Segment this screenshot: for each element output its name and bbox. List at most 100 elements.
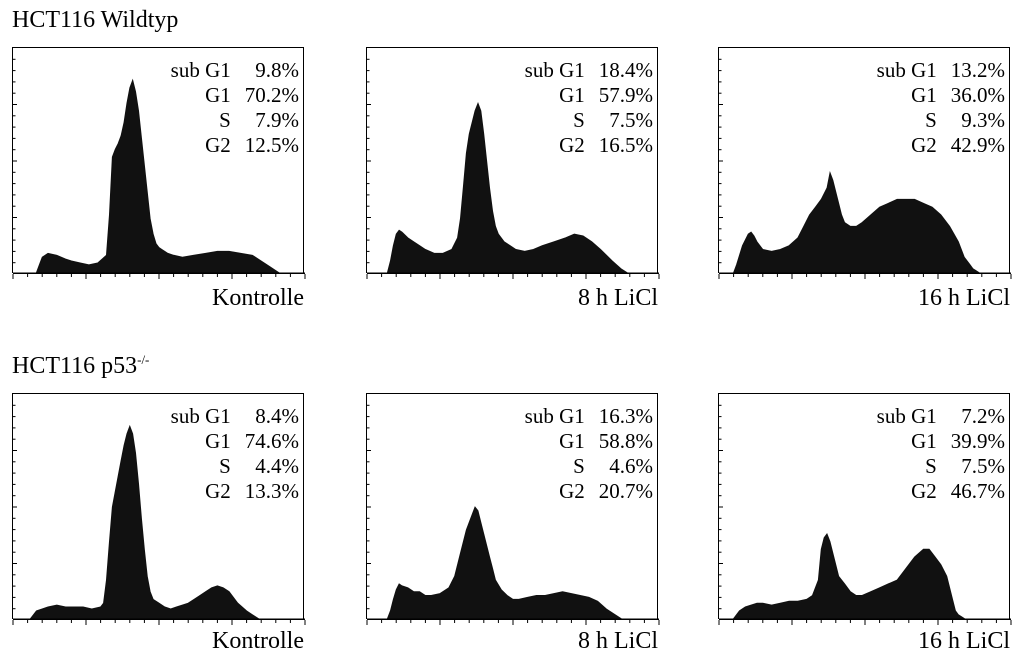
- panel-caption: Kontrolle: [212, 285, 304, 311]
- cell-cycle-stats: sub G1 9.8% G1 70.2% S 7.9% G2 12.5%: [171, 58, 299, 158]
- phase-percent: 70.2%: [244, 83, 299, 107]
- phase-label: sub G1: [524, 58, 585, 82]
- stat-row: G2 42.9%: [877, 133, 1005, 158]
- stat-row: G2 16.5%: [525, 133, 653, 158]
- stat-row: S 4.6%: [525, 454, 653, 479]
- histogram-plot: [12, 404, 306, 625]
- row-title-p53: HCT116 p53-/-: [12, 346, 149, 380]
- cell-cycle-stats: sub G1 16.3% G1 58.8% S 4.6% G2 20.7%: [525, 404, 653, 504]
- row-title-text: HCT116 Wildtyp: [12, 7, 179, 33]
- phase-percent: 16.3%: [598, 404, 653, 428]
- stat-row: sub G1 8.4%: [171, 404, 299, 429]
- row-title-wildtyp: HCT116 Wildtyp: [12, 6, 178, 34]
- stat-row: G1 70.2%: [171, 83, 299, 108]
- phase-percent: 13.2%: [950, 58, 1005, 82]
- phase-label: G2: [911, 479, 937, 503]
- phase-percent: 9.8%: [255, 58, 299, 82]
- histogram-area: [29, 424, 260, 619]
- phase-percent: 7.9%: [255, 108, 299, 132]
- phase-label: G1: [559, 429, 585, 453]
- cell-cycle-stats: sub G1 13.2% G1 36.0% S 9.3% G2 42.9%: [877, 58, 1005, 158]
- panel-caption: 8 h LiCl: [577, 628, 658, 654]
- stat-row: G1 74.6%: [171, 429, 299, 454]
- phase-percent: 8.4%: [255, 404, 299, 428]
- phase-label: G2: [205, 479, 231, 503]
- histogram-panel: sub G1 7.2% G1 39.9% S 7.5% G2 46.7%: [718, 393, 1012, 625]
- phase-percent: 9.3%: [961, 108, 1005, 132]
- phase-percent: 7.5%: [961, 454, 1005, 478]
- stat-row: G2 46.7%: [877, 479, 1005, 504]
- phase-percent: 20.7%: [598, 479, 653, 503]
- phase-percent: 42.9%: [950, 133, 1005, 157]
- phase-percent: 4.4%: [255, 454, 299, 478]
- phase-label: S: [219, 454, 231, 478]
- cell-cycle-stats: sub G1 18.4% G1 57.9% S 7.5% G2 16.5%: [525, 58, 653, 158]
- phase-label: G2: [911, 133, 937, 157]
- stat-row: sub G1 18.4%: [525, 58, 653, 83]
- stat-row: sub G1 13.2%: [877, 58, 1005, 83]
- histogram-panel: sub G1 16.3% G1 58.8% S 4.6% G2 20.7%: [366, 393, 660, 625]
- histogram-area: [386, 506, 623, 619]
- phase-percent: 74.6%: [244, 429, 299, 453]
- stat-row: S 9.3%: [877, 108, 1005, 133]
- phase-label: sub G1: [170, 58, 231, 82]
- phase-percent: 12.5%: [244, 133, 299, 157]
- histogram-panel: sub G1 18.4% G1 57.9% S 7.5% G2 16.5%: [366, 47, 660, 279]
- phase-label: G2: [559, 133, 585, 157]
- phase-label: G2: [559, 479, 585, 503]
- row-title-superscript: -/-: [137, 352, 150, 367]
- stat-row: G2 20.7%: [525, 479, 653, 504]
- stat-row: sub G1 9.8%: [171, 58, 299, 83]
- panel-caption: 16 h LiCl: [917, 628, 1010, 654]
- stat-row: G1 57.9%: [525, 83, 653, 108]
- phase-percent: 7.2%: [961, 404, 1005, 428]
- phase-percent: 18.4%: [598, 58, 653, 82]
- phase-label: G1: [559, 83, 585, 107]
- histogram-plot: [718, 404, 1012, 625]
- phase-percent: 13.3%: [244, 479, 299, 503]
- cell-cycle-stats: sub G1 8.4% G1 74.6% S 4.4% G2 13.3%: [171, 404, 299, 504]
- histogram-plot: [366, 58, 660, 279]
- histogram-area: [35, 78, 281, 273]
- stat-row: sub G1 16.3%: [525, 404, 653, 429]
- histogram-panel: sub G1 9.8% G1 70.2% S 7.9% G2 12.5%: [12, 47, 306, 279]
- phase-label: S: [219, 108, 231, 132]
- histogram-plot: [718, 58, 1012, 279]
- phase-label: sub G1: [170, 404, 231, 428]
- stat-row: S 7.9%: [171, 108, 299, 133]
- histogram-plot: [366, 404, 660, 625]
- histogram-area: [733, 170, 981, 273]
- phase-label: S: [925, 454, 937, 478]
- phase-percent: 16.5%: [598, 133, 653, 157]
- panel-caption: 16 h LiCl: [917, 285, 1010, 311]
- panel-caption: 8 h LiCl: [577, 285, 658, 311]
- stat-row: S 7.5%: [525, 108, 653, 133]
- phase-label: sub G1: [876, 404, 937, 428]
- phase-label: G1: [911, 429, 937, 453]
- phase-label: G1: [911, 83, 937, 107]
- stat-row: sub G1 7.2%: [877, 404, 1005, 429]
- phase-percent: 36.0%: [950, 83, 1005, 107]
- phase-percent: 39.9%: [950, 429, 1005, 453]
- phase-label: G1: [205, 429, 231, 453]
- histogram-plot: [12, 58, 306, 279]
- stat-row: S 4.4%: [171, 454, 299, 479]
- phase-percent: 46.7%: [950, 479, 1005, 503]
- histogram-panel: sub G1 13.2% G1 36.0% S 9.3% G2 42.9%: [718, 47, 1012, 279]
- histogram-panel: sub G1 8.4% G1 74.6% S 4.4% G2 13.3%: [12, 393, 306, 625]
- stat-row: G2 12.5%: [171, 133, 299, 158]
- phase-label: G2: [205, 133, 231, 157]
- phase-label: S: [573, 454, 585, 478]
- row-title-text: HCT116 p53: [12, 353, 138, 379]
- phase-percent: 4.6%: [609, 454, 653, 478]
- stat-row: G1 39.9%: [877, 429, 1005, 454]
- phase-percent: 7.5%: [609, 108, 653, 132]
- stat-row: S 7.5%: [877, 454, 1005, 479]
- histogram-area: [386, 101, 629, 273]
- histogram-area: [732, 532, 966, 619]
- phase-percent: 58.8%: [598, 429, 653, 453]
- phase-label: G1: [205, 83, 231, 107]
- stat-row: G1 58.8%: [525, 429, 653, 454]
- stat-row: G1 36.0%: [877, 83, 1005, 108]
- stat-row: G2 13.3%: [171, 479, 299, 504]
